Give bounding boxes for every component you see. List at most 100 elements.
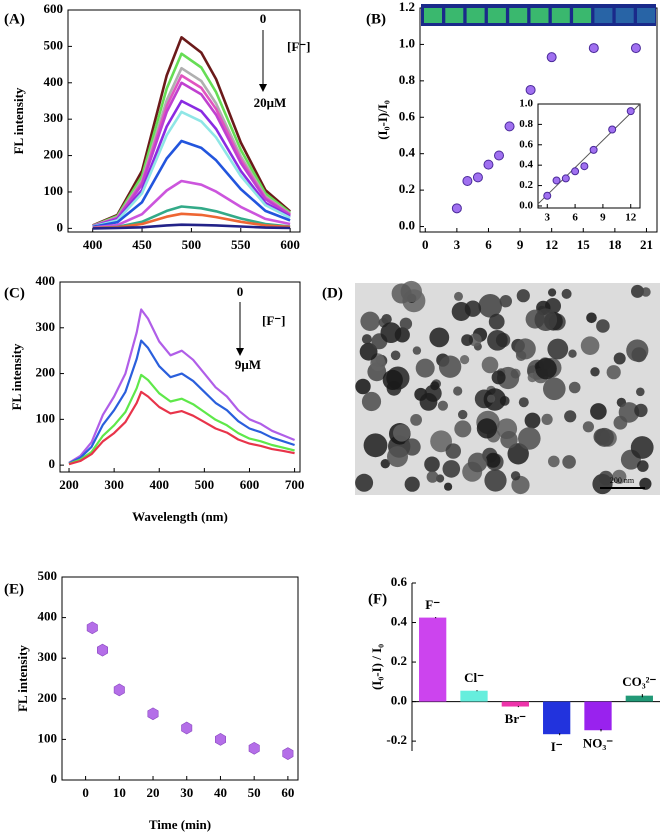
y-tick-label: 300 — [36, 319, 56, 334]
y-tick-label: 100 — [38, 730, 58, 745]
point — [494, 150, 504, 161]
point — [97, 643, 108, 657]
y-tick-label: 0.8 — [519, 118, 533, 130]
inset-point — [608, 125, 617, 134]
x-tick-label: 0 — [422, 237, 429, 252]
point — [630, 43, 641, 54]
y-tick-label: 0.4 — [391, 614, 408, 629]
y-tick-label: 600 — [44, 1, 64, 16]
particle — [363, 433, 388, 458]
particle — [499, 295, 512, 308]
y-tick-label: 0.6 — [519, 138, 533, 150]
particle — [429, 327, 450, 348]
vial — [466, 8, 485, 23]
particle — [444, 482, 453, 491]
x-tick-label: 30 — [180, 785, 193, 800]
category-label: NO₃⁻ — [583, 735, 613, 750]
particle — [430, 430, 452, 453]
particle — [355, 473, 374, 492]
point — [546, 52, 557, 63]
x-tick-label: 400 — [83, 237, 103, 252]
annotation: 0 — [260, 11, 267, 26]
point — [248, 741, 260, 755]
category-label: Br⁻ — [505, 711, 526, 726]
vial — [509, 8, 528, 23]
x-tick-label: 600 — [240, 477, 260, 492]
x-tick-label: 400 — [149, 477, 169, 492]
particle — [637, 460, 649, 472]
particle — [438, 355, 462, 378]
vial — [594, 8, 613, 23]
particle — [562, 455, 576, 469]
particle — [514, 338, 536, 360]
vial — [530, 8, 549, 23]
particle — [393, 424, 411, 442]
particle — [548, 288, 557, 297]
x-tick-label: 9 — [600, 212, 606, 224]
x-tick-label: 550 — [231, 237, 251, 252]
point — [483, 159, 494, 170]
bar — [501, 701, 529, 707]
y-tick-label: -0.2 — [386, 732, 407, 747]
particle — [598, 470, 614, 486]
particle — [424, 456, 440, 473]
x-tick-label: 500 — [182, 237, 202, 252]
particle — [442, 460, 461, 478]
y-tick-label: 0.2 — [519, 179, 533, 191]
y-tick-label: 0.4 — [519, 159, 533, 171]
particle — [390, 350, 401, 361]
particle — [612, 469, 627, 484]
point — [451, 203, 462, 214]
particle — [491, 370, 506, 385]
particle — [590, 403, 607, 420]
particle — [630, 436, 654, 459]
x-tick-label: 20 — [147, 785, 160, 800]
point — [588, 43, 599, 54]
particle — [458, 409, 468, 420]
particle — [586, 312, 597, 324]
particle — [634, 403, 648, 418]
particle — [359, 342, 378, 361]
y-tick-label: 200 — [38, 690, 58, 705]
particle — [487, 330, 508, 351]
x-tick-label: 3 — [454, 237, 461, 252]
point — [462, 176, 473, 187]
particle — [641, 287, 651, 297]
particle — [460, 355, 470, 365]
bar — [460, 690, 488, 702]
scale-bar-label: 200 nm — [610, 476, 635, 485]
frame — [59, 281, 301, 473]
series-line — [92, 66, 291, 228]
frame — [61, 576, 299, 781]
series-line — [92, 212, 291, 230]
particle — [380, 459, 390, 469]
series-line — [92, 36, 291, 227]
particle — [487, 394, 496, 403]
series-line — [92, 179, 291, 229]
y-tick-label: 300 — [38, 649, 58, 664]
x-tick-label: 12 — [545, 237, 558, 252]
particle — [606, 365, 621, 380]
y-tick-label: 300 — [44, 110, 64, 125]
particle — [564, 410, 577, 423]
series-line — [68, 390, 295, 466]
particle — [541, 413, 553, 425]
x-tick-label: 21 — [640, 237, 653, 252]
category-label: Cl⁻ — [464, 670, 484, 685]
annotation: 0 — [237, 284, 244, 299]
particle — [391, 283, 412, 304]
particle — [568, 381, 581, 394]
x-tick-label: 3 — [545, 212, 551, 224]
arrow-head — [259, 84, 267, 92]
panel-label: (B) — [366, 11, 386, 27]
particle — [507, 443, 529, 465]
point — [525, 84, 536, 95]
inset-point — [552, 176, 561, 185]
y-tick-label: 0.0 — [391, 693, 407, 708]
y-tick-label: 0.6 — [399, 108, 416, 123]
vial — [637, 8, 655, 23]
point — [181, 721, 193, 735]
x-tick-label: 450 — [132, 237, 152, 252]
point — [147, 707, 159, 721]
x-axis-label: Wavelength (nm) — [132, 509, 228, 524]
